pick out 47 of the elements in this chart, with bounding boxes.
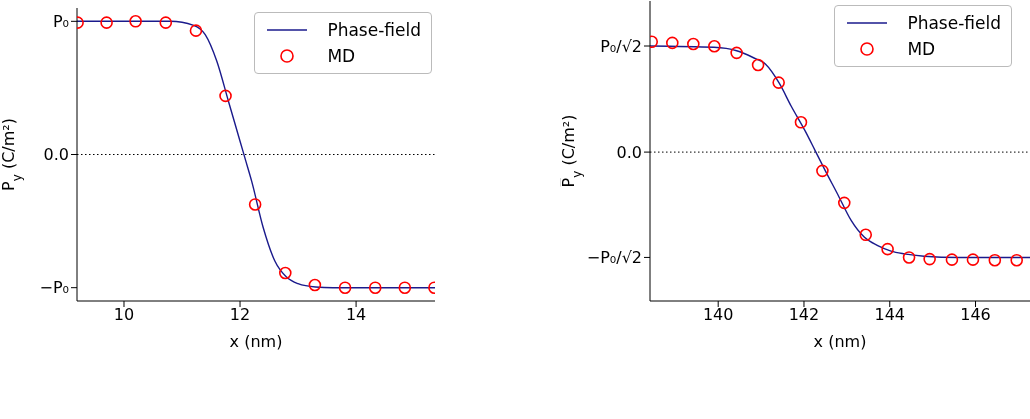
point xyxy=(988,253,1002,267)
point xyxy=(966,253,980,266)
text: −P₀/√2 xyxy=(586,248,642,268)
x-tick-label: 144 xyxy=(874,305,906,325)
text: P₀ xyxy=(52,12,69,31)
point xyxy=(816,164,829,178)
x-tick-label: 142 xyxy=(788,305,820,325)
x-tick-label: 12 xyxy=(229,305,251,325)
point xyxy=(772,76,785,89)
point xyxy=(923,252,936,266)
text: P₀/√2 xyxy=(600,36,642,56)
point xyxy=(837,196,851,210)
point xyxy=(159,16,173,29)
point xyxy=(219,89,232,103)
point xyxy=(751,58,765,72)
x-axis-title: x (nm) xyxy=(813,332,867,351)
point xyxy=(881,242,894,256)
point xyxy=(368,281,382,294)
point xyxy=(248,198,262,211)
point xyxy=(859,228,873,242)
x-tick-label: 14 xyxy=(345,305,367,325)
point xyxy=(708,39,721,53)
point xyxy=(687,37,700,51)
point xyxy=(338,281,352,294)
point xyxy=(666,36,679,50)
point xyxy=(189,24,203,37)
point xyxy=(730,46,743,60)
legend-label: Phase-field xyxy=(327,20,421,40)
point xyxy=(279,266,292,280)
point xyxy=(794,116,808,129)
legend-label: MD xyxy=(907,39,936,59)
point xyxy=(308,278,322,292)
point xyxy=(902,251,916,264)
legend-label: Phase-field xyxy=(907,13,1001,33)
text: −P₀ xyxy=(39,278,69,298)
x-tick-label: 146 xyxy=(960,305,991,325)
x-tick-label: 140 xyxy=(702,305,734,325)
point xyxy=(398,281,412,294)
text: 0.0 xyxy=(43,145,69,165)
point xyxy=(945,253,959,266)
point xyxy=(129,15,142,28)
point xyxy=(1010,253,1023,267)
x-axis-title: x (nm) xyxy=(229,332,283,351)
x-tick-label: 10 xyxy=(113,305,135,325)
text: 0.0 xyxy=(616,142,642,162)
point xyxy=(100,16,113,29)
legend-label: MD xyxy=(327,46,356,66)
